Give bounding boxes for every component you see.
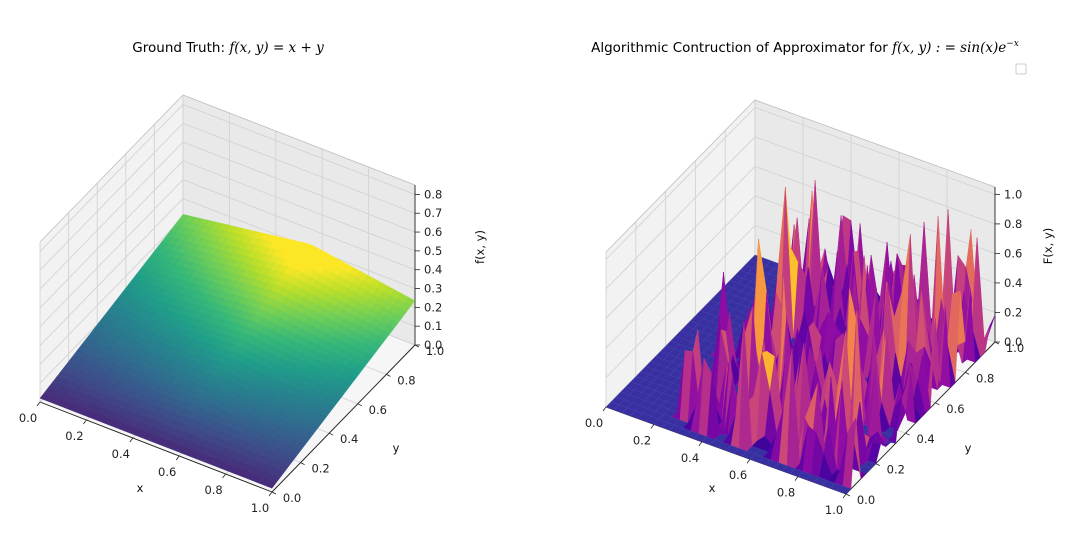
y-tick (965, 372, 970, 375)
z-tick-label: 0.2 (1004, 305, 1022, 319)
x-tick (746, 458, 751, 464)
z-tick-label: 0.6 (424, 225, 442, 239)
x-tick-label: 0.0 (585, 416, 603, 430)
z-tick-label: 0.5 (424, 244, 442, 258)
x-tick-label: 0.2 (633, 433, 651, 447)
plot-left: 0.00.20.40.60.81.00.00.20.40.60.81.00.00… (19, 94, 487, 515)
y-tick-label: 0.6 (369, 403, 387, 417)
x-tick (698, 441, 703, 447)
surface (605, 180, 996, 495)
z-tick-label: 0.4 (424, 263, 442, 277)
y-tick-label: 0.4 (916, 432, 934, 446)
x-axis-label: x (137, 481, 144, 495)
y-tick-label: 0.2 (887, 463, 905, 477)
y-tick-label: 0.2 (311, 462, 329, 476)
x-axis-label: x (709, 481, 716, 495)
x-tick-label: 0.8 (204, 483, 222, 497)
x-tick-label: 0.6 (729, 468, 747, 482)
grid-line (39, 179, 416, 328)
x-tick (222, 473, 226, 479)
y-axis-line (271, 344, 416, 493)
x-tick-label: 1.0 (825, 503, 843, 517)
x-tick-label: 0.0 (19, 411, 37, 425)
y-axis-label: y (965, 441, 972, 455)
x-tick-label: 0.2 (65, 429, 83, 443)
legend-box (1015, 63, 1027, 75)
x-tick-label: 1.0 (251, 501, 269, 515)
z-tick-label: 1.0 (1004, 187, 1022, 201)
y-tick (329, 432, 334, 436)
z-tick-label: 0.7 (424, 206, 442, 220)
y-tick (386, 374, 391, 377)
z-tick-label: 0.2 (424, 300, 442, 314)
grid-line (39, 122, 416, 271)
grid-line (605, 106, 996, 260)
x-tick (842, 493, 847, 499)
grid-line (605, 195, 996, 349)
y-tick (271, 491, 277, 495)
y-tick-label: 0.0 (857, 493, 875, 507)
x-tick (36, 401, 41, 407)
z-tick-label: 0.0 (424, 338, 442, 352)
y-tick (845, 493, 851, 497)
z-axis-label: F(x, y) (1041, 228, 1055, 265)
y-tick (357, 403, 362, 407)
grid-line (39, 141, 416, 290)
x-tick-label: 0.4 (112, 447, 130, 461)
z-tick-label: 0.1 (424, 319, 442, 333)
chart-title-right: Algorithmic Contruction of Approximator … (591, 39, 1019, 56)
y-tick (300, 462, 305, 465)
x-tick-label: 0.8 (777, 486, 795, 500)
x-tick (602, 406, 607, 412)
z-tick-label: 0.8 (1004, 217, 1022, 231)
y-tick (875, 463, 880, 466)
y-tick-label: 0.8 (976, 371, 994, 385)
grid-line (39, 160, 416, 309)
y-tick (935, 402, 940, 406)
x-tick (268, 491, 273, 497)
y-tick-label: 1.0 (1006, 341, 1024, 355)
surface (39, 214, 416, 489)
x-tick (650, 424, 655, 429)
surface-cell (264, 479, 277, 489)
z-tick-label: 0.3 (424, 282, 442, 296)
grid-line (39, 103, 416, 252)
grid-line (605, 165, 996, 319)
x-tick (129, 437, 134, 443)
z-tick-label: 0.8 (424, 187, 442, 201)
x-tick (175, 455, 180, 461)
z-tick-label: 0.4 (1004, 276, 1022, 290)
y-tick-label: 0.0 (283, 491, 301, 505)
x-tick-label: 0.6 (158, 465, 176, 479)
y-axis-label: y (393, 441, 400, 455)
grid-line (39, 198, 416, 346)
pane-edge (39, 94, 416, 243)
y-tick-label: 0.6 (946, 402, 964, 416)
y-tick (905, 432, 910, 436)
y-tick-label: 1.0 (426, 344, 444, 358)
y-tick-label: 0.8 (397, 373, 415, 387)
chart-title-left: Ground Truth: f(x, y) = x + y (132, 40, 324, 56)
z-axis-label: f(x, y) (473, 230, 487, 264)
surface-cell (837, 485, 852, 495)
z-tick-label: 0.6 (1004, 246, 1022, 260)
x-tick (794, 476, 799, 481)
x-tick (83, 419, 87, 425)
pane-left (40, 95, 183, 402)
pane-left (606, 100, 755, 407)
plot-right: 0.00.20.40.60.81.00.00.20.40.60.81.00.00… (585, 99, 1055, 517)
pane-edge (605, 99, 996, 253)
x-axis-line (39, 401, 273, 493)
y-tick-label: 0.4 (340, 432, 358, 446)
grid-line (605, 136, 996, 290)
z-tick-label: 0.0 (1004, 335, 1022, 349)
x-tick-label: 0.4 (681, 451, 699, 465)
